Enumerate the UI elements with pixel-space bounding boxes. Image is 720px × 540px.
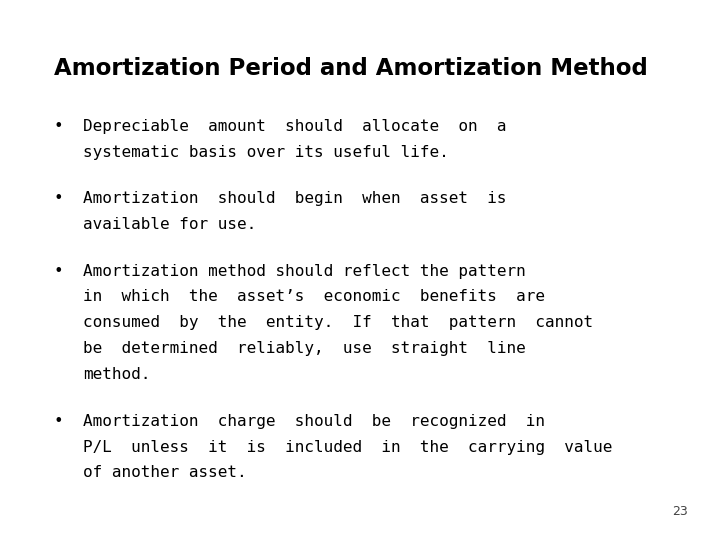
Text: Amortization  should  begin  when  asset  is: Amortization should begin when asset is <box>83 191 506 206</box>
Text: •: • <box>54 264 63 279</box>
Text: method.: method. <box>83 367 150 382</box>
Text: Amortization method should reflect the pattern: Amortization method should reflect the p… <box>83 264 526 279</box>
Text: in  which  the  asset’s  economic  benefits  are: in which the asset’s economic benefits a… <box>83 289 545 305</box>
Text: P/L  unless  it  is  included  in  the  carrying  value: P/L unless it is included in the carryin… <box>83 440 612 455</box>
Text: available for use.: available for use. <box>83 217 256 232</box>
Text: •: • <box>54 119 63 134</box>
Text: Amortization Period and Amortization Method: Amortization Period and Amortization Met… <box>54 57 648 80</box>
Text: of another asset.: of another asset. <box>83 465 246 481</box>
Text: systematic basis over its useful life.: systematic basis over its useful life. <box>83 145 449 160</box>
Text: be  determined  reliably,  use  straight  line: be determined reliably, use straight lin… <box>83 341 526 356</box>
Text: Depreciable  amount  should  allocate  on  a: Depreciable amount should allocate on a <box>83 119 506 134</box>
Text: consumed  by  the  entity.  If  that  pattern  cannot: consumed by the entity. If that pattern … <box>83 315 593 330</box>
Text: Amortization  charge  should  be  recognized  in: Amortization charge should be recognized… <box>83 414 545 429</box>
Text: •: • <box>54 191 63 206</box>
Text: •: • <box>54 414 63 429</box>
Text: 23: 23 <box>672 505 688 518</box>
